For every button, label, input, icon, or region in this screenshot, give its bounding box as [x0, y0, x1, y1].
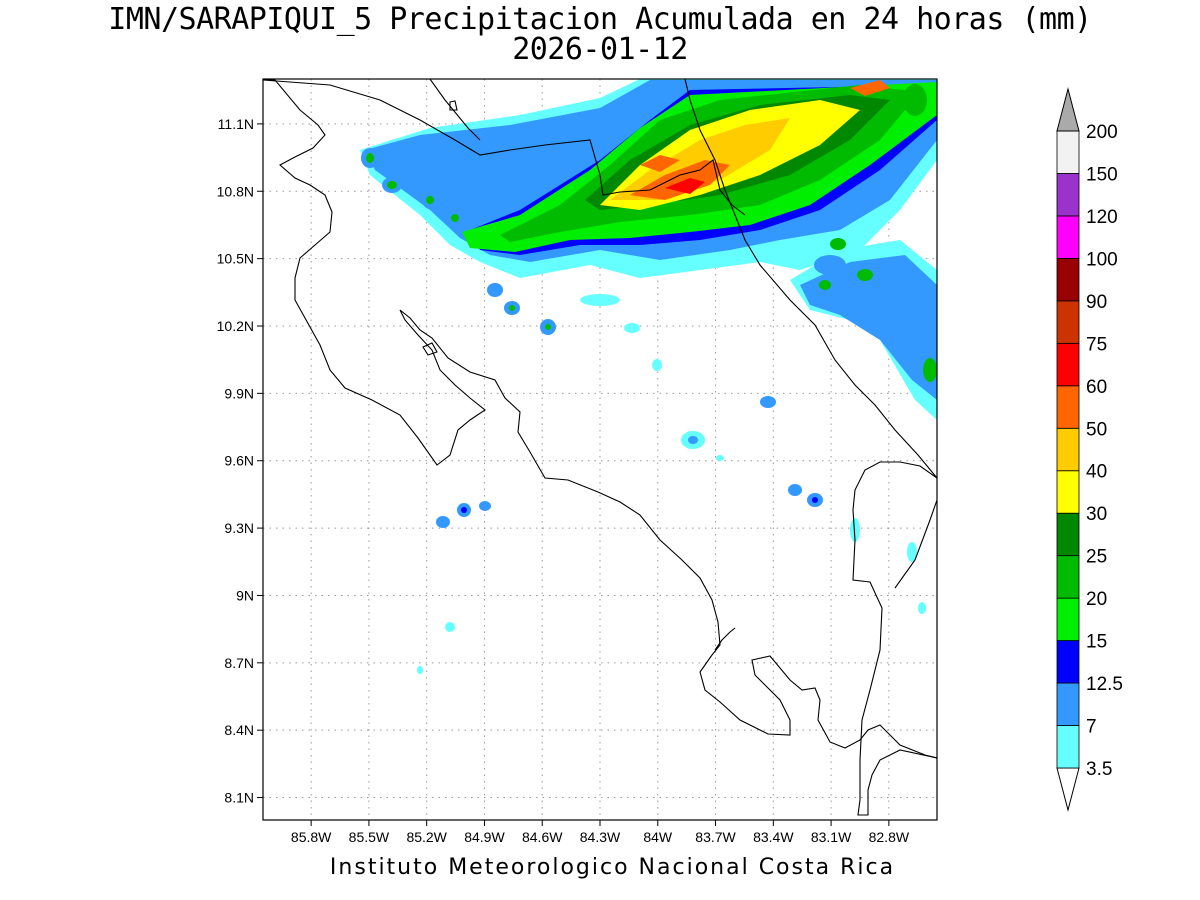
lat-tick-label: 11.1N [218, 116, 254, 132]
colorbar-level-label: 50 [1086, 419, 1107, 440]
lat-tick-label: 9N [236, 587, 254, 603]
precip-cell [907, 542, 917, 562]
colorbar-box [1056, 130, 1080, 174]
lon-tick-label: 84.9W [464, 829, 505, 845]
precip-cell [417, 666, 423, 674]
colorbar-level-label: 120 [1086, 207, 1118, 228]
precip-cell [624, 323, 640, 333]
colorbar-level-label: 40 [1086, 462, 1107, 483]
lon-tick-label: 84.6W [522, 829, 563, 845]
colorbar-box [1056, 215, 1080, 259]
colorbar-level-label: 20 [1086, 589, 1107, 610]
lon-tick-label: 85.5W [349, 829, 390, 845]
map-title: IMN/SARAPIQUI_5 Precipitacion Acumulada … [108, 2, 1092, 37]
precip-cell [850, 518, 860, 542]
precip-band-50 [630, 160, 730, 200]
lat-tick-label: 10.2N [217, 318, 254, 334]
gulf-island [422, 342, 438, 356]
nicaragua-border [263, 79, 746, 216]
colorbar-level-label: 90 [1086, 292, 1107, 313]
precip-cell [580, 294, 620, 306]
colorbar-level-label: 200 [1086, 122, 1118, 143]
precip-cell [918, 602, 926, 614]
colorbar-box [1056, 427, 1080, 472]
lat-tick-label: 9.3N [224, 520, 254, 536]
lon-tick-label: 82.8W [869, 829, 910, 845]
panama-border [852, 461, 937, 816]
lake-island [449, 100, 458, 111]
lat-tick-label: 8.7N [224, 655, 254, 671]
lon-tick-label: 83.7W [695, 829, 736, 845]
longitude-labels: 85.8W 85.5W 85.2W 84.9W 84.6W 84.3W 84W 83.7W 83… [291, 820, 910, 845]
precip-cell [479, 501, 491, 511]
colorbar-level-label: 12.5 [1086, 674, 1123, 695]
precip-cell [487, 283, 503, 297]
map-date: 2026-01-12 [512, 32, 688, 67]
coastlines-and-borders [263, 79, 937, 816]
lat-tick-label: 9.6N [224, 453, 254, 469]
osa-detail [714, 627, 736, 651]
colorbar-box [1056, 342, 1080, 387]
colorbar-box [1056, 257, 1080, 302]
colorbar-level-label: 75 [1086, 334, 1107, 355]
colorbar-box [1056, 725, 1080, 769]
precip-cell [788, 484, 802, 496]
colorbar-box [1056, 597, 1080, 642]
lon-tick-label: 85.8W [291, 829, 332, 845]
lon-tick-label: 83.4W [753, 829, 794, 845]
lat-tick-label: 10.5N [217, 251, 254, 267]
precip-band-60 [665, 178, 705, 194]
precip-cell [760, 396, 776, 408]
precip-cell [716, 455, 724, 461]
colorbar-high-cap [1056, 87, 1080, 132]
precip-cell [445, 622, 455, 632]
latitude-labels: 11.1N 10.8N 10.5N 10.2N 9.9N 9.6N 9.3N 9N 8.7N 8.… [217, 116, 263, 806]
colorbar-box [1056, 470, 1080, 514]
precip-cell [436, 516, 450, 528]
colorbar-level-label: 15 [1086, 632, 1107, 653]
colorbar-box [1056, 682, 1080, 726]
caribbean-coastline [684, 79, 937, 479]
lon-tick-label: 83.1W [811, 829, 852, 845]
colorbar-level-label: 25 [1086, 547, 1107, 568]
precip-band-40 [610, 118, 790, 200]
colorbar-level-label: 7 [1086, 717, 1097, 738]
lon-tick-label: 84W [643, 829, 673, 845]
pacific-coastline [263, 79, 937, 759]
lat-tick-label: 10.8N [217, 183, 254, 199]
bocas-coast [894, 499, 937, 589]
colorbar-low-cap [1056, 767, 1080, 812]
colorbar-level-label: 30 [1086, 504, 1107, 525]
lake-shore [429, 79, 481, 141]
colorbar-box [1056, 173, 1080, 217]
lon-tick-label: 85.2W [406, 829, 447, 845]
footer-credit: Instituto Meteorologico Nacional Costa R… [329, 855, 896, 880]
colorbar-box [1056, 555, 1080, 599]
colorbar-box [1056, 300, 1080, 344]
colorbar-level-label: 150 [1086, 164, 1118, 185]
colorbar-box [1056, 512, 1080, 557]
colorbar-box [1056, 385, 1080, 429]
colorbar-level-label: 3.5 [1086, 759, 1112, 780]
precip-cell [652, 359, 662, 371]
colorbar-level-label: 60 [1086, 377, 1107, 398]
colorbar-box [1056, 640, 1080, 684]
lat-tick-label: 9.9N [224, 385, 254, 401]
lat-tick-label: 8.1N [224, 790, 254, 806]
lon-tick-label: 84.3W [580, 829, 621, 845]
precip-cell [814, 255, 846, 275]
colorbar-level-label: 100 [1086, 249, 1118, 270]
lat-tick-label: 8.4N [224, 722, 254, 738]
